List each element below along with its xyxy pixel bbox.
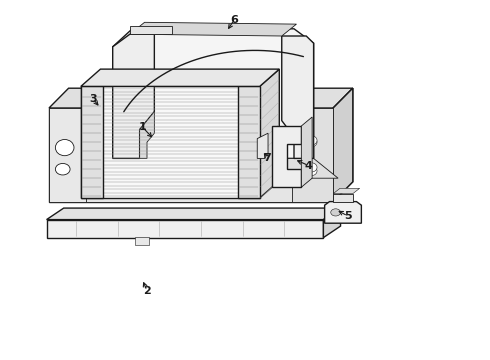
Polygon shape bbox=[47, 208, 341, 220]
Polygon shape bbox=[272, 126, 301, 187]
Polygon shape bbox=[333, 88, 353, 202]
Ellipse shape bbox=[55, 140, 74, 156]
FancyBboxPatch shape bbox=[135, 237, 149, 245]
Polygon shape bbox=[49, 108, 86, 202]
Polygon shape bbox=[86, 112, 305, 126]
Text: 2: 2 bbox=[143, 286, 151, 296]
Polygon shape bbox=[47, 220, 323, 238]
Ellipse shape bbox=[305, 163, 317, 172]
Polygon shape bbox=[333, 188, 360, 194]
Polygon shape bbox=[324, 202, 361, 223]
Polygon shape bbox=[113, 29, 314, 158]
Polygon shape bbox=[81, 86, 103, 198]
Text: 3: 3 bbox=[89, 94, 97, 104]
Text: 4: 4 bbox=[305, 161, 313, 171]
Ellipse shape bbox=[305, 138, 317, 147]
Polygon shape bbox=[49, 108, 333, 124]
Ellipse shape bbox=[55, 163, 70, 175]
Text: 5: 5 bbox=[344, 211, 352, 221]
Ellipse shape bbox=[305, 166, 317, 176]
Polygon shape bbox=[86, 126, 292, 182]
Text: 1: 1 bbox=[138, 122, 146, 132]
Polygon shape bbox=[333, 194, 353, 202]
Polygon shape bbox=[49, 108, 333, 202]
Polygon shape bbox=[301, 117, 312, 187]
Circle shape bbox=[331, 209, 341, 216]
Polygon shape bbox=[113, 158, 338, 178]
Polygon shape bbox=[81, 86, 260, 198]
Polygon shape bbox=[140, 112, 154, 158]
Polygon shape bbox=[49, 187, 333, 202]
Polygon shape bbox=[113, 34, 154, 158]
Polygon shape bbox=[130, 26, 171, 34]
Polygon shape bbox=[49, 88, 353, 108]
Polygon shape bbox=[238, 86, 260, 198]
Polygon shape bbox=[257, 133, 268, 158]
Polygon shape bbox=[260, 69, 279, 198]
Polygon shape bbox=[323, 208, 341, 238]
Polygon shape bbox=[292, 108, 333, 202]
Polygon shape bbox=[81, 69, 279, 86]
Polygon shape bbox=[333, 88, 353, 202]
Ellipse shape bbox=[305, 136, 317, 145]
Polygon shape bbox=[130, 22, 296, 36]
Text: 6: 6 bbox=[230, 15, 238, 25]
Text: 7: 7 bbox=[263, 153, 271, 163]
Ellipse shape bbox=[137, 153, 157, 161]
Polygon shape bbox=[282, 36, 314, 158]
